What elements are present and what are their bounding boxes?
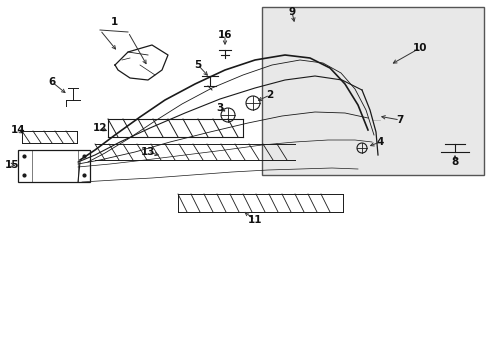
Text: 4: 4 bbox=[376, 137, 383, 147]
Text: 7: 7 bbox=[395, 115, 403, 125]
Text: 2: 2 bbox=[266, 90, 273, 100]
Text: 10: 10 bbox=[412, 43, 427, 53]
Text: 9: 9 bbox=[288, 7, 295, 17]
Bar bbox=[262, 7, 483, 175]
Text: 14: 14 bbox=[11, 125, 25, 135]
Text: 12: 12 bbox=[93, 123, 107, 133]
Text: 13: 13 bbox=[141, 147, 155, 157]
Text: 15: 15 bbox=[5, 160, 19, 170]
Text: 1: 1 bbox=[110, 17, 118, 27]
Text: 16: 16 bbox=[217, 30, 232, 40]
Text: 11: 11 bbox=[247, 215, 262, 225]
Text: 5: 5 bbox=[194, 60, 201, 70]
Text: 3: 3 bbox=[216, 103, 223, 113]
Text: 8: 8 bbox=[450, 157, 458, 167]
Text: 6: 6 bbox=[48, 77, 56, 87]
Bar bbox=[18, 150, 90, 182]
